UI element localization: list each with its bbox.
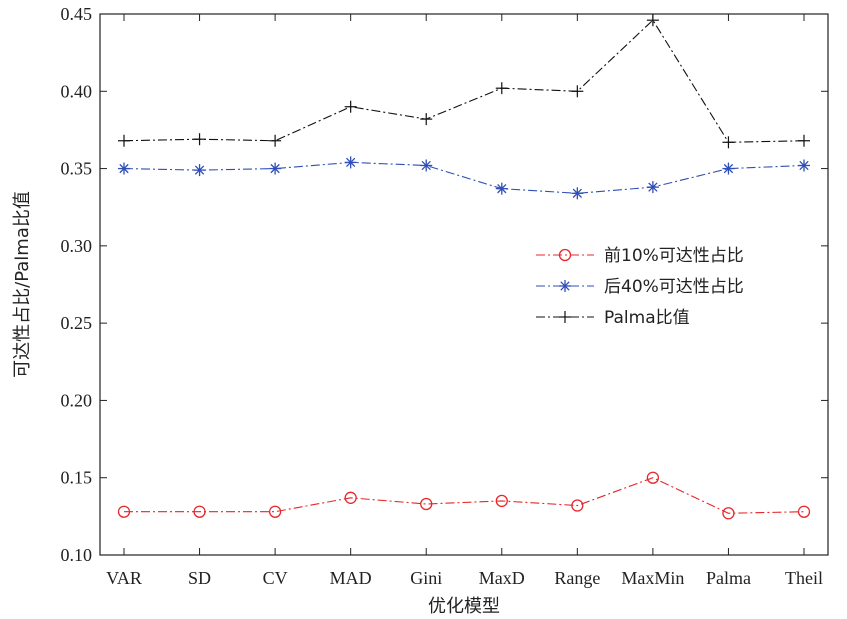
x-tick-label: SD	[188, 568, 211, 588]
data-point-plus	[495, 82, 508, 95]
data-point-plus	[646, 14, 659, 27]
x-tick-label: VAR	[106, 568, 142, 588]
x-tick-label: Gini	[410, 568, 442, 588]
legend-label: 后40%可达性占比	[604, 277, 744, 297]
series-2	[118, 156, 810, 200]
data-point-plus	[571, 85, 584, 98]
data-point-plus	[559, 311, 571, 323]
y-tick-label: 0.25	[61, 313, 93, 333]
data-point-asterisk	[495, 182, 508, 195]
x-tick-label: Range	[554, 568, 600, 588]
y-tick-label: 0.35	[61, 159, 93, 179]
data-point-plus	[420, 113, 433, 126]
data-point-circle	[268, 505, 282, 518]
series-3	[118, 14, 810, 149]
y-tick-label: 0.45	[61, 4, 93, 24]
data-point-plus	[722, 136, 735, 149]
data-point-plus	[798, 134, 810, 147]
data-point-plus	[193, 133, 206, 146]
x-axis-title: 优化模型	[428, 596, 500, 617]
series-1	[117, 471, 811, 520]
data-point-circle	[571, 499, 584, 512]
y-tick-label: 0.40	[61, 81, 93, 101]
data-point-plus	[118, 134, 130, 147]
data-point-circle	[495, 494, 508, 508]
y-axis-title: 可达性占比/Palma比值	[12, 191, 33, 378]
x-tick-label: Theil	[785, 568, 823, 588]
legend-label: Palma比值	[604, 308, 690, 328]
data-point-asterisk	[193, 164, 206, 177]
x-tick-label: MAD	[330, 568, 372, 588]
data-point-circle	[344, 491, 357, 504]
data-point-circle	[797, 505, 811, 518]
legend-item: 后40%可达性占比	[536, 277, 744, 297]
data-point-circle	[558, 248, 572, 262]
y-tick-label: 0.10	[61, 545, 93, 565]
x-axis: VAR SD CV MAD Gini MaxD Range MaxMin Palma Theil	[106, 14, 823, 588]
data-point-asterisk	[559, 280, 571, 292]
data-point-asterisk	[571, 187, 584, 200]
data-point-asterisk	[420, 159, 433, 172]
y-tick-label: 0.20	[61, 390, 93, 410]
series-line	[123, 19, 805, 143]
data-point-circle	[722, 507, 735, 520]
data-point-circle	[193, 505, 206, 518]
data-point-circle	[117, 505, 131, 518]
y-axis: 0.10 0.15 0.20 0.25 0.30 0.35 0.40 0.45	[61, 4, 828, 565]
x-tick-label: MaxD	[479, 568, 525, 588]
y-tick-label: 0.30	[61, 236, 93, 256]
data-point-asterisk	[722, 162, 735, 175]
legend-label: 前10%可达性占比	[604, 246, 744, 266]
data-point-asterisk	[646, 181, 659, 194]
y-tick-label: 0.15	[61, 468, 93, 488]
data-point-asterisk	[269, 162, 282, 175]
plot-border	[99, 13, 829, 556]
data-point-asterisk	[118, 162, 130, 175]
series-layer	[117, 14, 811, 520]
plot-frame	[99, 13, 829, 556]
data-point-plus	[344, 100, 357, 113]
series-line	[124, 477, 805, 514]
x-tick-label: MaxMin	[621, 568, 684, 588]
data-point-circle	[420, 497, 433, 511]
data-point-asterisk	[798, 159, 810, 172]
legend-item: Palma比值	[536, 308, 690, 328]
legend-item: 前10%可达性占比	[536, 246, 744, 266]
data-point-asterisk	[344, 156, 357, 169]
series-line	[123, 161, 805, 194]
x-tick-label: Palma	[706, 568, 751, 588]
data-point-circle	[646, 471, 660, 484]
data-point-plus	[269, 134, 282, 147]
x-tick-label: CV	[263, 568, 288, 588]
